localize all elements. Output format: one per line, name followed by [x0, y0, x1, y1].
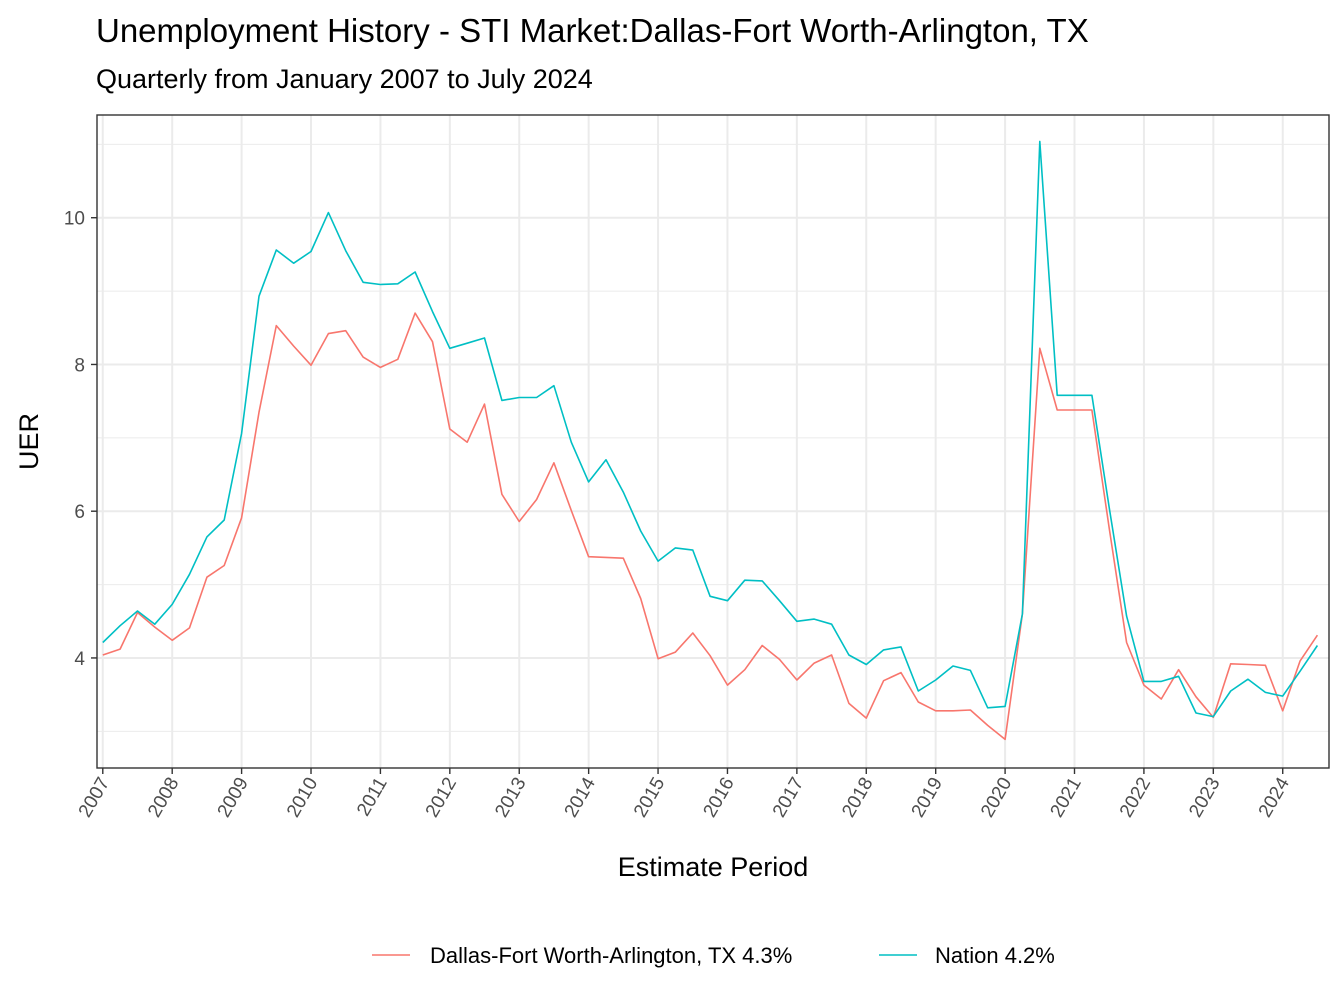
- x-tick-label: 2013: [491, 774, 530, 821]
- panel-border: [96, 114, 1330, 769]
- x-tick-label: 2007: [75, 774, 114, 821]
- x-tick-label: 2017: [769, 774, 808, 821]
- y-axis-title: UER: [14, 413, 44, 470]
- series-line-1: [102, 312, 1319, 741]
- y-tick-label: 10: [64, 209, 85, 230]
- x-tick-label: 2010: [283, 774, 322, 821]
- x-tick-label: 2019: [908, 774, 947, 821]
- x-tick-label: 2011: [353, 774, 392, 820]
- x-tick-label: 2014: [561, 774, 601, 821]
- legend-label-1: Dallas-Fort Worth-Arlington, TX 4.3%: [430, 943, 792, 968]
- x-tick-label: 2018: [838, 774, 877, 821]
- series-lines: [102, 140, 1319, 741]
- x-tick-label: 2020: [977, 774, 1016, 821]
- minor-gridlines: [97, 143, 1329, 732]
- chart-subtitle: Quarterly from January 2007 to July 2024: [96, 64, 593, 94]
- x-tick-label: 2012: [422, 774, 461, 821]
- y-axis: 4 6 8 10: [64, 209, 97, 670]
- legend: Dallas-Fort Worth-Arlington, TX 4.3% Nati…: [372, 943, 1055, 968]
- x-tick-label: 2021: [1047, 774, 1086, 821]
- x-axis: 2007 2008 2009 2010 2011 2012 2013 2014 2015 2016…: [75, 768, 1294, 821]
- y-tick-label: 4: [74, 649, 85, 670]
- legend-label-2: Nation 4.2%: [935, 943, 1055, 968]
- x-tick-label: 2022: [1116, 774, 1155, 821]
- x-tick-label: 2023: [1185, 774, 1224, 821]
- y-tick-label: 6: [74, 502, 85, 523]
- x-tick-label: 2016: [699, 774, 738, 821]
- y-tick-label: 8: [74, 355, 85, 376]
- major-gridlines: [97, 115, 1329, 768]
- x-tick-label: 2024: [1255, 774, 1295, 821]
- chart-title: Unemployment History - STI Market:Dallas…: [96, 12, 1089, 49]
- x-axis-title: Estimate Period: [618, 852, 809, 882]
- x-tick-label: 2009: [214, 774, 253, 821]
- series-line-2: [102, 140, 1319, 718]
- x-tick-label: 2008: [144, 774, 183, 821]
- x-tick-label: 2015: [630, 774, 669, 821]
